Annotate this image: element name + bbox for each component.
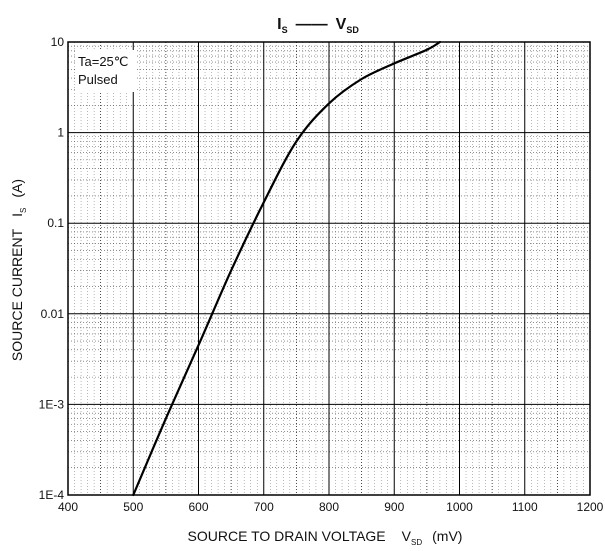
series-layer — [132, 40, 441, 497]
x-tick-label: 400 — [58, 500, 78, 514]
x-tick-label: 500 — [123, 500, 143, 514]
y-axis-symbol: I — [9, 213, 25, 217]
title-is-sub: S — [282, 25, 288, 35]
x-tick-label: 700 — [254, 500, 274, 514]
title-vsd-sub: SD — [346, 25, 359, 35]
title-vsd: V — [336, 16, 347, 33]
y-tick-label: 0.1 — [47, 216, 64, 230]
y-tick-label: 1E-3 — [39, 397, 65, 411]
x-tick-label: 1000 — [446, 500, 473, 514]
y-tick-label: 1E-4 — [39, 488, 65, 502]
x-tick-label: 1100 — [512, 500, 538, 514]
annotation-background — [75, 50, 137, 92]
x-axis-unit: (mV) — [432, 528, 462, 544]
y-axis-text: SOURCE CURRENT — [9, 228, 25, 361]
y-tick-label: 10 — [51, 35, 65, 49]
title-is: I — [277, 16, 281, 33]
x-tick-label: 900 — [384, 500, 404, 514]
plot-frame — [67, 41, 591, 496]
tick-labels: 400 500 600 700 800 900 1000 1100 1200 1E-4 1E-3 0.… — [39, 35, 604, 514]
series-line-0 — [132, 40, 441, 497]
x-axis-symbol: V — [402, 528, 412, 544]
x-tick-label: 1200 — [577, 500, 604, 514]
x-tick-label: 600 — [188, 500, 208, 514]
annotation-pulsed: Pulsed — [78, 72, 118, 87]
grid — [68, 42, 590, 495]
x-tick-label: 800 — [319, 500, 339, 514]
y-axis-unit: (A) — [9, 179, 25, 198]
x-axis-label: SOURCE TO DRAIN VOLTAGE VSD (mV) — [188, 528, 463, 547]
y-tick-label: 0.01 — [41, 307, 65, 321]
title-dash: —— — [296, 16, 328, 33]
x-axis-symbol-sub: SD — [411, 538, 422, 547]
x-axis-text: SOURCE TO DRAIN VOLTAGE — [188, 528, 386, 544]
annotation-temperature: Ta=25℃ — [78, 54, 128, 69]
y-tick-label: 1 — [57, 126, 64, 140]
chart-title: IS —— VSD — [277, 16, 359, 35]
y-axis-symbol-sub: S — [19, 208, 28, 213]
y-axis-label: SOURCE CURRENT IS (A) — [9, 179, 28, 361]
